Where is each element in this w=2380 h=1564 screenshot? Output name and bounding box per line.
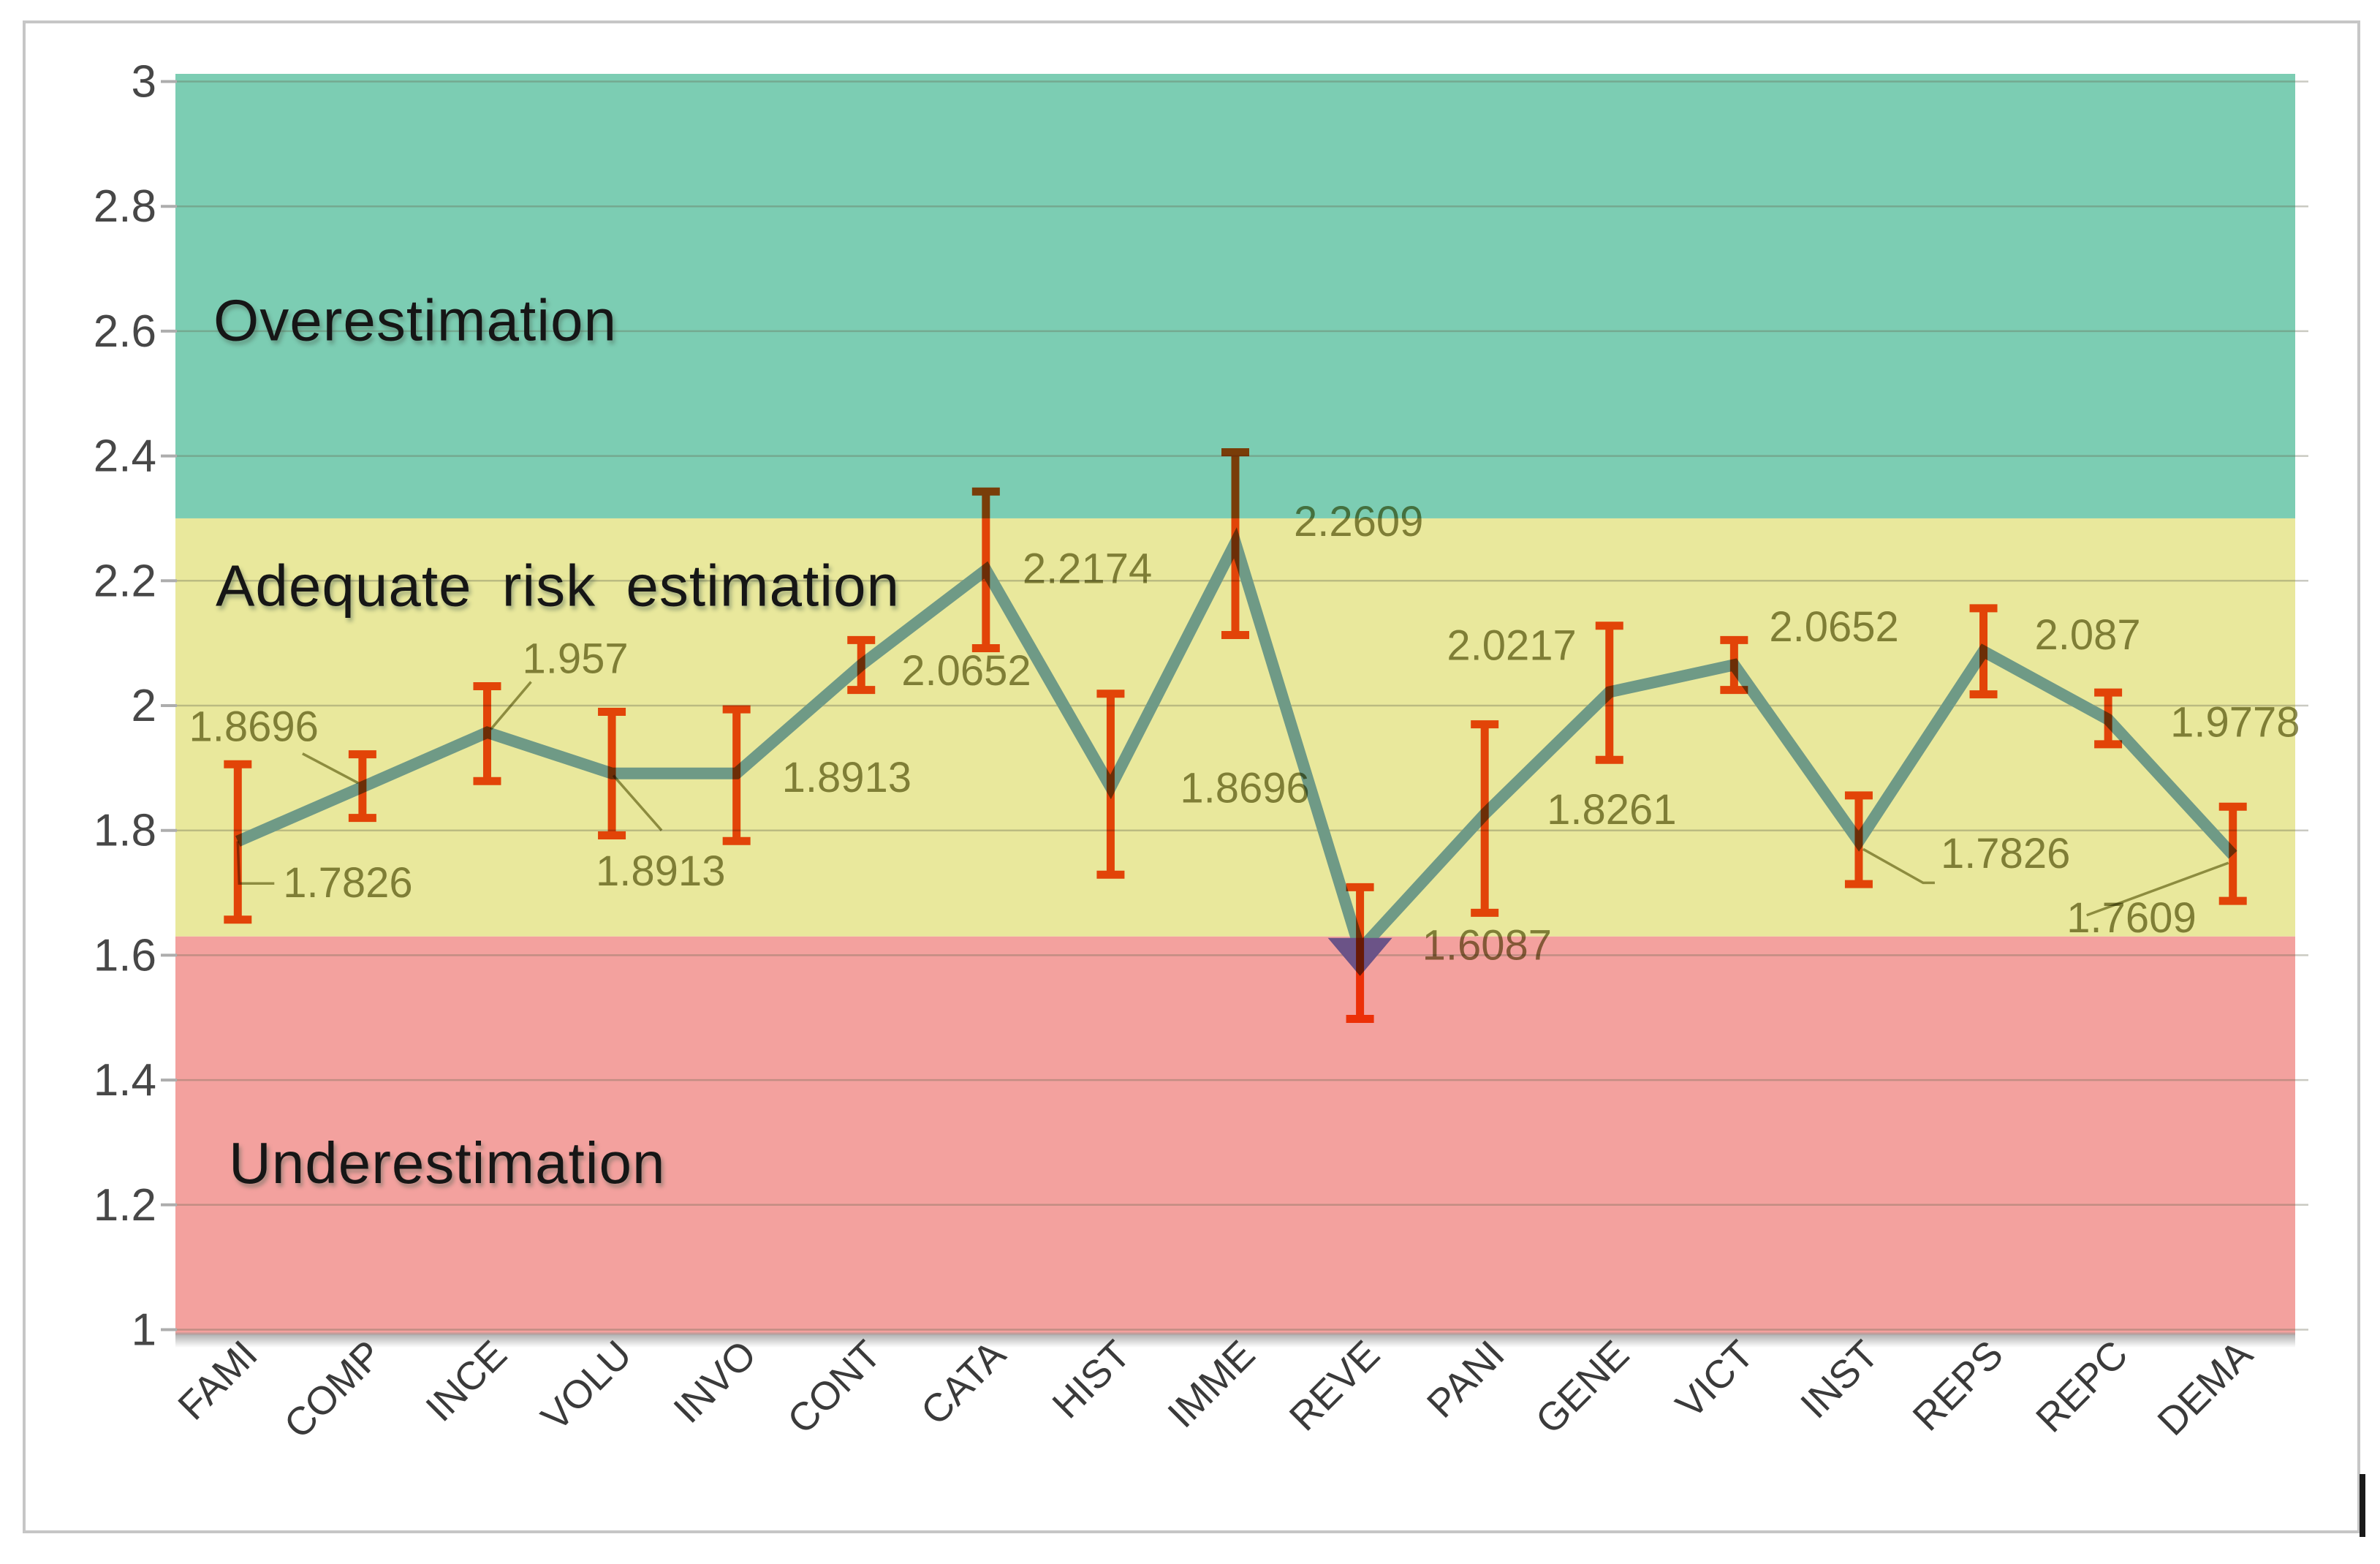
error-bar-comp [348,750,376,823]
label-leader-dema [2086,861,2229,917]
point-label-reps: 2.087 [2035,611,2141,659]
y-tick-label-1.4: 1.4 [94,1055,156,1106]
zone-titles: Overestimation Adequate risk estimation … [213,288,900,1195]
label-leaders [236,681,2229,917]
y-tick-label-1.8: 1.8 [94,806,156,856]
point-label-dema: 1.7609 [2066,894,2196,942]
error-bar-pani [1471,720,1499,917]
x-tick-label-dema: DEMA [2149,1332,2261,1444]
y-tick-label-1.6: 1.6 [94,930,156,981]
point-label-repc: 1.9778 [2170,699,2300,747]
error-bar-cata [971,487,1000,652]
error-bar-ince [473,682,501,785]
y-tick-label-3: 3 [132,57,156,107]
zone-title-adequate-risk-estimation: Adequate risk estimation [216,553,900,618]
x-tick-label-volu: VOLU [533,1332,640,1439]
error-bar-reve [1346,883,1374,1023]
error-bar-gene [1595,622,1623,764]
y-tick-label-2.8: 2.8 [94,181,156,232]
label-leader-ince [490,681,532,730]
point-label-pani: 1.8261 [1547,786,1676,834]
point-label-ince: 1.957 [522,635,628,683]
zone-title-overestimation: Overestimation [213,288,617,353]
point-label-reve: 1.6087 [1422,921,1552,969]
point-label-gene: 2.0217 [1447,622,1576,670]
point-label-inst: 1.7826 [1941,830,2070,877]
point-label-hist: 1.8696 [1180,764,1309,812]
x-tick-label-reps: REPS [1905,1332,2012,1439]
x-tick-label-cont: CONT [779,1332,890,1443]
plot-bottom-shadow [175,1334,2295,1348]
x-tick-label-gene: GENE [1528,1332,1638,1443]
x-axis: FAMI COMP INCE VOLU INVO CONT CATA HIST IMME REVE… [170,1332,2261,1447]
x-tick-label-comp: COMP [276,1332,390,1447]
error-bar-repc [2094,688,2123,749]
point-label-volu: 1.8913 [596,847,725,895]
x-tick-label-reve: REVE [1281,1332,1388,1439]
y-tick-label-1.2: 1.2 [94,1180,156,1231]
error-bar-imme [1221,447,1249,640]
label-leader-comp [302,752,359,785]
y-tick-label-2: 2 [132,681,156,731]
zone-band-overestimation [175,74,2295,518]
x-tick-label-repc: REPC [2028,1332,2137,1441]
label-leader-volu [612,774,663,831]
error-bar-inst [1844,791,1873,888]
error-bar-volu [598,708,626,840]
point-labels: 1.7826 1.8696 1.957 1.8913 1.8913 2.0652 2.217… [189,498,2300,970]
error-bar-invo [722,705,751,845]
figure-frame [23,20,2360,1533]
x-tick-label-imme: IMME [1159,1332,1263,1436]
error-bar-reps [1969,604,1998,699]
label-leader-inst [1862,847,1935,885]
point-label-cata: 2.2174 [1023,545,1152,593]
point-label-vict: 2.0652 [1769,603,1898,651]
point-label-fami: 1.7826 [283,859,412,907]
zone-title-underestimation: Underestimation [229,1130,666,1195]
error-bar-vict [1720,635,1748,695]
y-tick-label-2.6: 2.6 [94,306,156,357]
plot-shadows [175,1332,2295,1348]
label-leader-fami [236,841,275,885]
zone-band-underestimation [175,936,2295,1334]
point-label-cont: 2.0652 [901,647,1031,695]
error-bar-dema [2218,802,2247,905]
y-tick-label-2.2: 2.2 [94,556,156,606]
y-axis: 3 2.8 2.6 2.4 2.2 2 1.8 1.6 1.4 1.2 1 [94,57,177,1356]
error-bars [224,447,2247,1023]
error-bar-hist [1096,690,1125,879]
point-label-invo: 1.8913 [782,754,912,801]
error-bar-cont [847,635,876,695]
point-label-imme: 2.2609 [1294,498,1423,545]
y-tick-label-1: 1 [132,1305,156,1356]
point-label-comp: 1.8696 [189,703,318,751]
y-tick-label-2.4: 2.4 [94,431,156,482]
text-cursor-mark [2360,1474,2365,1537]
